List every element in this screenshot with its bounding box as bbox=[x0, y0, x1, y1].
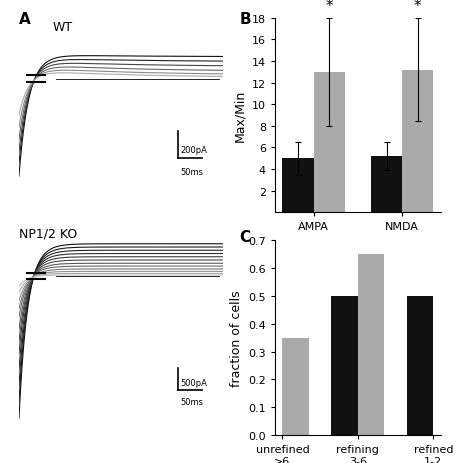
Text: WT: WT bbox=[52, 21, 72, 34]
Text: A: A bbox=[19, 12, 31, 26]
Text: NP1/2 KO: NP1/2 KO bbox=[19, 227, 77, 240]
Text: *: * bbox=[325, 0, 333, 14]
Bar bbox=[407, 296, 433, 435]
Text: C: C bbox=[239, 229, 250, 244]
Text: 200pA: 200pA bbox=[180, 146, 207, 155]
Bar bbox=[358, 255, 384, 435]
Text: *: * bbox=[414, 0, 421, 14]
Text: 50ms: 50ms bbox=[180, 168, 203, 177]
Bar bbox=[371, 157, 402, 213]
Text: 50ms: 50ms bbox=[180, 397, 203, 407]
Bar bbox=[283, 338, 309, 435]
Text: 500pA: 500pA bbox=[180, 378, 207, 387]
Bar bbox=[283, 159, 313, 213]
Y-axis label: Max/Min: Max/Min bbox=[233, 90, 246, 142]
Bar bbox=[331, 296, 358, 435]
Y-axis label: fraction of cells: fraction of cells bbox=[229, 290, 243, 386]
Text: B: B bbox=[239, 12, 251, 26]
Bar bbox=[402, 70, 433, 213]
Bar bbox=[313, 73, 345, 213]
